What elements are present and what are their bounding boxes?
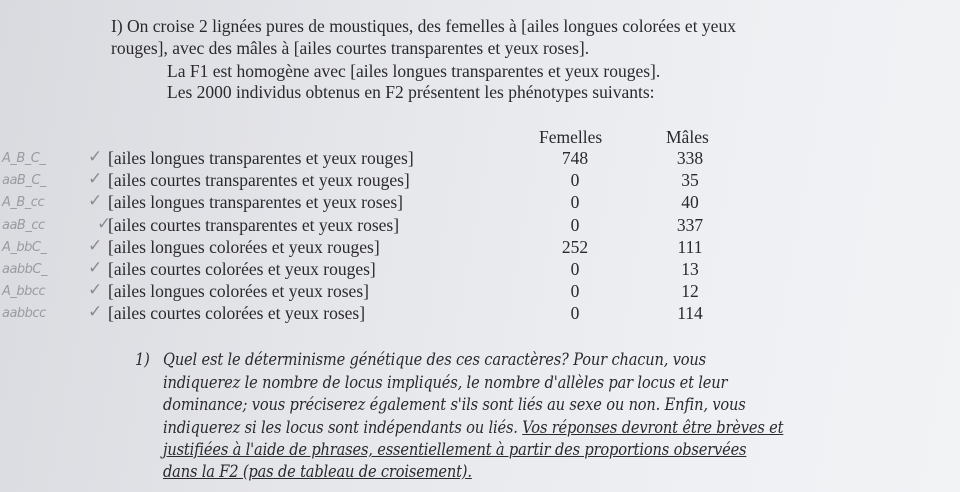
handwritten-genotype: aabbC_	[2, 262, 48, 277]
phenotype-label: [ailes courtes transparentes et yeux rou…	[108, 170, 410, 191]
check-mark-icon: ✓	[88, 235, 103, 256]
males-count: 111	[677, 236, 703, 257]
phenotype-label: [ailes longues colorées et yeux roses]	[108, 281, 369, 302]
phenotype-label: [ailes courtes transparentes et yeux ros…	[108, 214, 400, 235]
check-mark-icon: ✓	[88, 169, 103, 190]
handwritten-genotype: A_bbcc	[2, 284, 46, 300]
femelles-count: 0	[570, 259, 580, 279]
phenotype-label: [ailes longues transparentes et yeux ros…	[108, 192, 403, 213]
femelles-count: 0	[570, 281, 580, 302]
femelles-count: 0	[570, 214, 580, 235]
check-mark-icon: ✓	[88, 280, 103, 301]
handwritten-genotype: A_B_cc	[2, 195, 45, 211]
question-line-3: dominance; vous préciserez également s'i…	[163, 395, 746, 415]
check-mark-icon: ✓	[88, 147, 103, 167]
handwritten-genotype: aaB_C_	[2, 173, 46, 189]
question-line-1: Quel est le déterminisme génétique des c…	[163, 350, 706, 370]
handwritten-genotype: aaB_cc	[2, 217, 45, 233]
phenotype-label: [ailes courtes colorées et yeux roses]	[108, 303, 366, 324]
check-mark-icon: ✓	[88, 191, 103, 212]
handwritten-genotype: A_bbC_	[2, 239, 47, 255]
femelles-count: 748	[561, 148, 589, 168]
intro-line-1: I) On croise 2 lignées pures de moustiqu…	[111, 16, 736, 36]
check-mark-icon: ✓	[88, 302, 103, 323]
femelles-count: 0	[570, 192, 580, 213]
check-mark-icon: ✓	[97, 213, 112, 234]
header-males: Mâles	[666, 127, 709, 147]
phenotype-label: [ailes courtes colorées et yeux rouges]	[108, 259, 376, 279]
males-count: 40	[681, 192, 699, 213]
intro-line-3: La F1 est homogène avec [ailes longues t…	[167, 61, 661, 81]
check-mark-icon: ✓	[88, 258, 103, 278]
males-count: 35	[681, 170, 699, 191]
question-line-6: dans la F2 (pas de tableau de croisement…	[163, 462, 472, 482]
question-line-4a: indiquerez si les locus sont indépendant…	[163, 418, 523, 438]
phenotype-label: [ailes longues transparentes et yeux rou…	[108, 148, 414, 168]
question-line-2: indiquerez le nombre de locus impliqués,…	[163, 373, 728, 393]
question-line-4b: Vos réponses devront être brèves et	[522, 418, 784, 438]
handwritten-genotype: A_B_C_	[2, 151, 46, 166]
males-count: 13	[681, 259, 699, 279]
header-femelles: Femelles	[539, 127, 603, 147]
femelles-count: 0	[570, 303, 580, 324]
males-count: 114	[677, 303, 703, 324]
intro-line-4: Les 2000 individus obtenus en F2 présent…	[167, 82, 655, 102]
males-count: 338	[676, 148, 704, 168]
handwritten-genotype: aabbcc	[2, 306, 46, 322]
question-line-4: indiquerez si les locus sont indépendant…	[163, 418, 784, 438]
males-count: 12	[681, 281, 699, 302]
question-line-5: justifiées à l'aide de phrases, essentie…	[163, 440, 747, 460]
males-count: 337	[676, 214, 704, 235]
question-number: 1)	[135, 350, 150, 370]
phenotype-label: [ailes longues colorées et yeux rouges]	[108, 236, 380, 257]
femelles-count: 252	[561, 236, 589, 257]
intro-line-2: rouges], avec des mâles à [ailes courtes…	[111, 38, 590, 58]
femelles-count: 0	[570, 170, 580, 191]
